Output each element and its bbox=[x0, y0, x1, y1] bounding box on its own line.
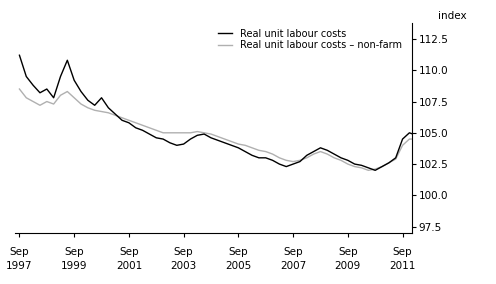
Text: Sep: Sep bbox=[338, 247, 358, 257]
Text: Sep: Sep bbox=[283, 247, 303, 257]
Real unit labour costs bbox=[167, 141, 173, 145]
Text: 1999: 1999 bbox=[61, 261, 87, 271]
Y-axis label: index: index bbox=[438, 11, 467, 21]
Legend: Real unit labour costs, Real unit labour costs – non-farm: Real unit labour costs, Real unit labour… bbox=[214, 25, 406, 55]
Real unit labour costs bbox=[331, 152, 337, 156]
Real unit labour costs – non-farm bbox=[331, 156, 337, 160]
Text: 1997: 1997 bbox=[6, 261, 33, 271]
Real unit labour costs – non-farm bbox=[16, 87, 22, 91]
Text: 2009: 2009 bbox=[335, 261, 361, 271]
Line: Real unit labour costs: Real unit labour costs bbox=[19, 55, 496, 213]
Real unit labour costs – non-farm bbox=[167, 131, 173, 135]
Text: Sep: Sep bbox=[393, 247, 412, 257]
Real unit labour costs – non-farm bbox=[146, 126, 152, 130]
Text: Sep: Sep bbox=[9, 247, 29, 257]
Text: 2011: 2011 bbox=[389, 261, 416, 271]
Line: Real unit labour costs – non-farm: Real unit labour costs – non-farm bbox=[19, 89, 496, 208]
Text: Sep: Sep bbox=[174, 247, 193, 257]
Text: Sep: Sep bbox=[119, 247, 139, 257]
Text: 2005: 2005 bbox=[225, 261, 251, 271]
Real unit labour costs bbox=[146, 132, 152, 136]
Text: 2003: 2003 bbox=[171, 261, 197, 271]
Text: 2001: 2001 bbox=[116, 261, 142, 271]
Real unit labour costs bbox=[16, 54, 22, 57]
Text: Sep: Sep bbox=[229, 247, 248, 257]
Text: Sep: Sep bbox=[64, 247, 84, 257]
Text: 2007: 2007 bbox=[280, 261, 306, 271]
